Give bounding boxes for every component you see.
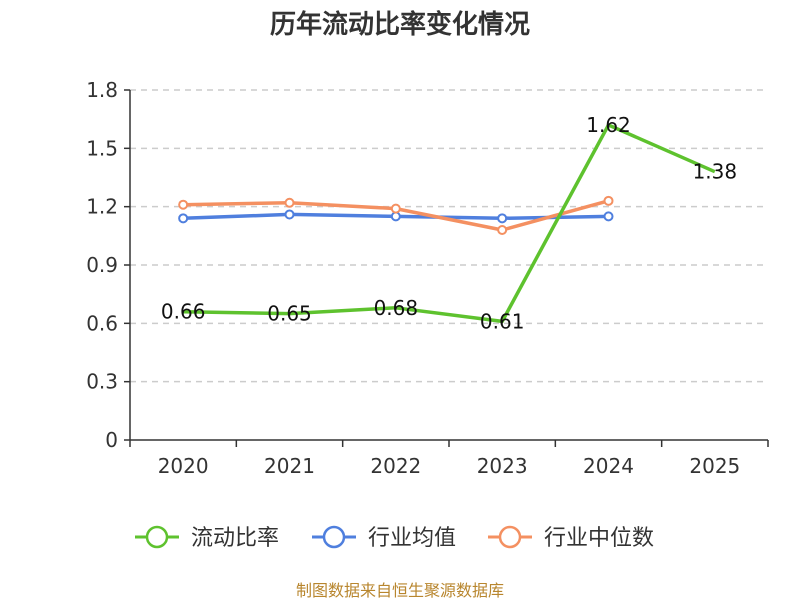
data-label-2021: 0.65 xyxy=(267,302,312,326)
y-tick-label-2: 0.6 xyxy=(86,311,118,335)
legend-marker-流动比率 xyxy=(145,525,169,549)
legend-label-行业均值: 行业均值 xyxy=(368,526,456,551)
x-tick-label-2021: 2021 xyxy=(264,454,315,478)
data-label-2024: 1.62 xyxy=(586,113,631,137)
x-tick-label-2022: 2022 xyxy=(370,454,421,478)
x-tick-label-2020: 2020 xyxy=(158,454,209,478)
point-行业均值-2021 xyxy=(284,209,295,220)
point-行业均值-2024 xyxy=(603,211,614,222)
point-行业均值-2020 xyxy=(178,213,189,224)
x-tick-label-2023: 2023 xyxy=(477,454,528,478)
x-tick-label-2024: 2024 xyxy=(583,454,634,478)
y-tick-label-4: 1.2 xyxy=(86,195,118,219)
legend-marker-行业中位数 xyxy=(498,525,522,549)
x-tick-label-2025: 2025 xyxy=(689,454,740,478)
point-行业中位数-2022 xyxy=(390,203,401,214)
data-label-2020: 0.66 xyxy=(161,300,206,324)
y-tick-label-5: 1.5 xyxy=(86,136,118,160)
y-tick-label-3: 0.9 xyxy=(86,253,118,277)
point-行业均值-2023 xyxy=(497,213,508,224)
y-tick-label-6: 1.8 xyxy=(86,78,118,102)
axes: 0 0.3 0.6 0.9 1.2 1.5 1.8 2020 2021 2022 2023 2024 2… xyxy=(86,78,769,478)
y-tick-label-0: 0 xyxy=(105,428,118,452)
grid xyxy=(130,89,768,383)
series-line-流动比率 xyxy=(183,123,716,324)
legend-label-流动比率: 流动比率 xyxy=(191,526,279,551)
legend-label-行业中位数: 行业中位数 xyxy=(544,526,654,551)
chart-title: 历年流动比率变化情况 xyxy=(270,9,530,40)
legend-item-行业均值: 行业均值 xyxy=(312,525,456,551)
legend-item-行业中位数: 行业中位数 xyxy=(488,525,654,551)
data-labels: 0.66 0.65 0.68 0.61 1.62 1.38 xyxy=(161,113,737,333)
legend-marker-行业均值 xyxy=(322,525,346,549)
point-行业中位数-2021 xyxy=(284,197,295,208)
data-label-2022: 0.68 xyxy=(374,296,419,320)
point-行业中位数-2023 xyxy=(497,225,508,235)
source-note: 制图数据来自恒生聚源数据库 xyxy=(296,581,504,600)
data-label-2025: 1.38 xyxy=(693,160,738,184)
point-行业中位数-2024 xyxy=(603,195,614,206)
data-label-2023: 0.61 xyxy=(480,309,525,333)
y-tick-label-1: 0.3 xyxy=(86,370,118,394)
legend: 流动比率 行业均值 行业中位数 xyxy=(135,525,654,551)
point-行业中位数-2020 xyxy=(178,199,189,210)
series xyxy=(178,123,716,324)
legend-item-流动比率: 流动比率 xyxy=(135,525,279,551)
